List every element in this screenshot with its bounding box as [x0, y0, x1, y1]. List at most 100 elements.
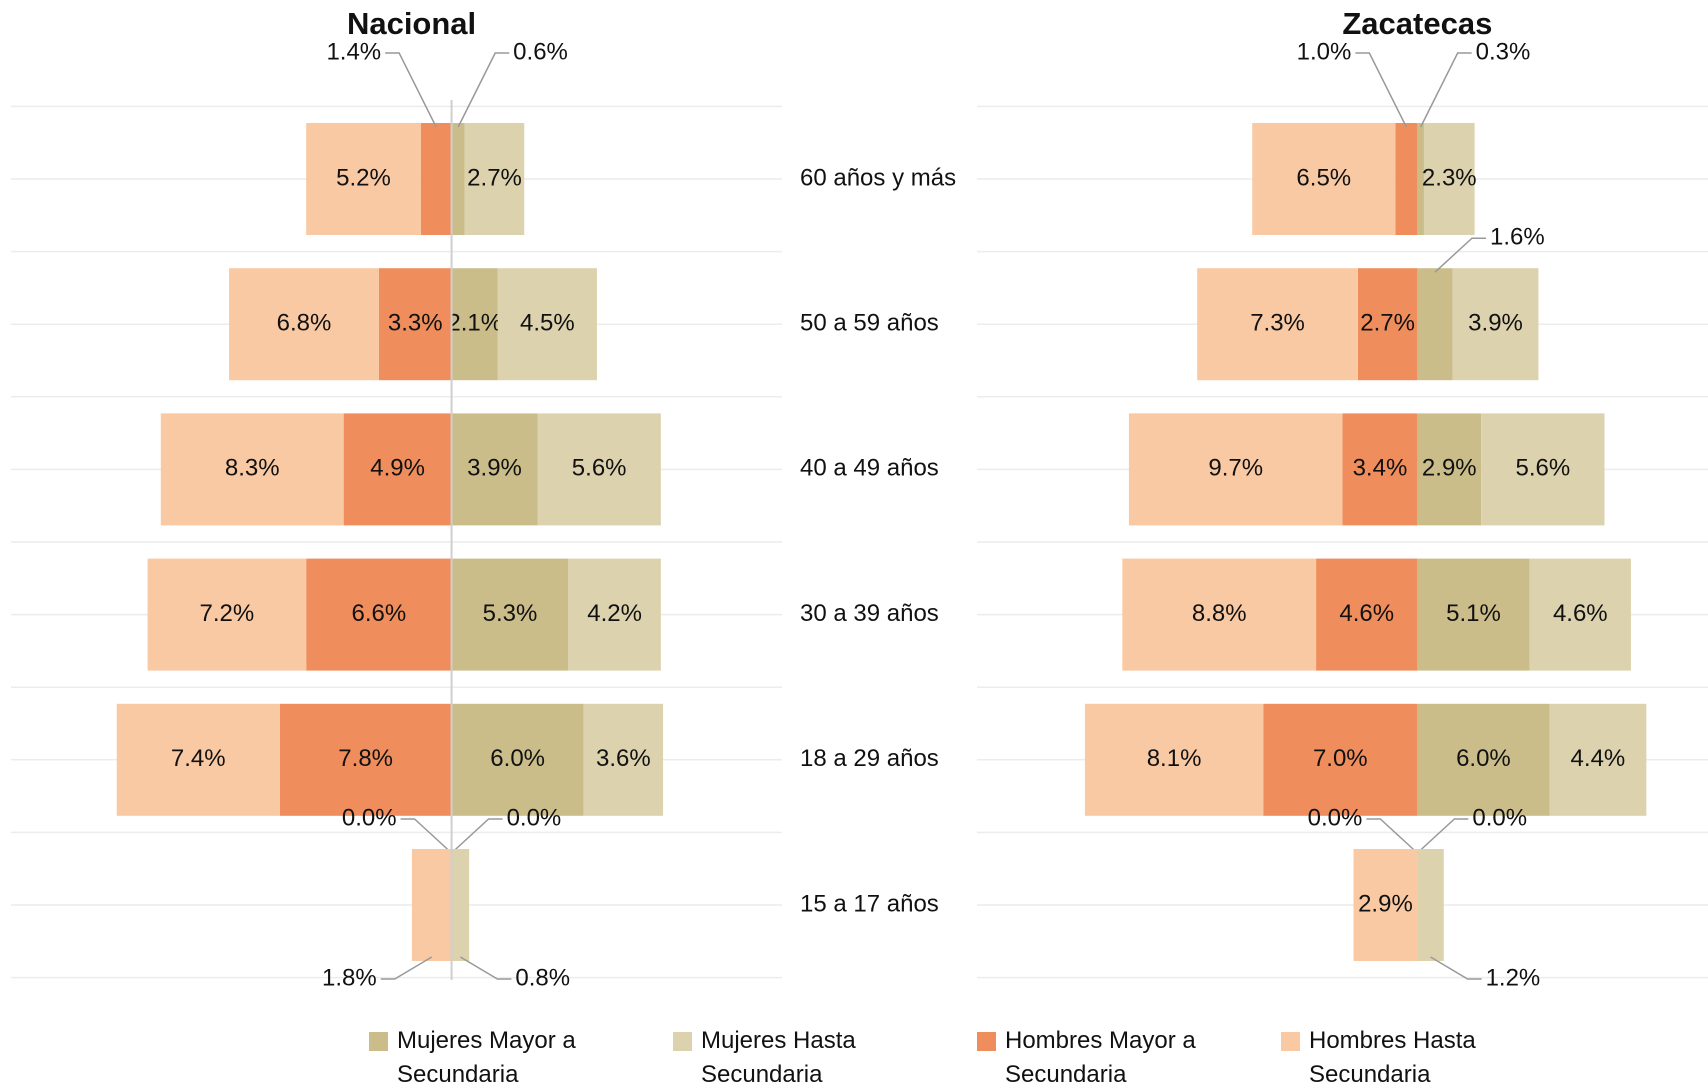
- legend-entry: Hombres Mayor a Secundaria: [977, 1024, 1255, 1089]
- bar: [451, 703, 584, 816]
- bar: [1395, 123, 1418, 235]
- data-label: 6.8%: [277, 310, 332, 337]
- legend-entry: Mujeres Mayor a Secundaria: [369, 1024, 647, 1089]
- data-label: 1.6%: [1490, 224, 1545, 251]
- bar: [1252, 123, 1396, 235]
- legend-label: Mujeres Mayor a Secundaria: [397, 1027, 576, 1088]
- data-label: 0.0%: [507, 804, 562, 831]
- chart-title: Nacional: [347, 6, 476, 41]
- data-label: 0.8%: [515, 964, 570, 991]
- bar: [420, 123, 452, 235]
- leader-line: [451, 818, 503, 854]
- data-label: 7.3%: [1250, 310, 1305, 337]
- data-label: 4.2%: [587, 600, 642, 627]
- legend-label: Hombres Hasta Secundaria: [1309, 1027, 1476, 1088]
- bar: [451, 413, 538, 526]
- bar: [1316, 558, 1418, 671]
- data-label: 6.0%: [1456, 745, 1511, 772]
- leader-line: [1430, 956, 1482, 980]
- bar: [1357, 268, 1418, 381]
- data-label: 1.2%: [1486, 964, 1541, 991]
- data-label: 8.8%: [1192, 600, 1247, 627]
- leader-line: [385, 52, 437, 128]
- bar: [537, 413, 661, 526]
- bar: [378, 268, 452, 381]
- bar: [306, 558, 452, 671]
- data-label: 6.0%: [490, 745, 545, 772]
- data-label: 7.2%: [200, 600, 255, 627]
- data-label: 2.1%: [447, 310, 502, 337]
- data-label: 5.3%: [483, 600, 538, 627]
- bar: [411, 849, 452, 961]
- bar: [1529, 558, 1631, 671]
- bar: [306, 123, 421, 235]
- legend-entry: Hombres Hasta Secundaria: [1281, 1024, 1559, 1089]
- leader-line: [459, 956, 512, 980]
- data-label: 7.0%: [1313, 745, 1368, 772]
- data-label: 0.6%: [513, 38, 568, 65]
- bar: [1128, 413, 1343, 526]
- data-label: 3.3%: [388, 310, 443, 337]
- bar: [279, 703, 452, 816]
- data-label: 2.9%: [1422, 455, 1477, 482]
- bar: [229, 268, 379, 381]
- bar: [464, 123, 525, 235]
- leader-line: [1434, 237, 1486, 273]
- bar: [1263, 703, 1418, 816]
- data-label: 2.3%: [1422, 164, 1477, 191]
- bar: [1417, 558, 1530, 671]
- data-label: 8.1%: [1147, 745, 1202, 772]
- data-label: 1.0%: [1297, 38, 1352, 65]
- bar: [451, 849, 470, 961]
- data-label: 2.7%: [467, 164, 522, 191]
- bar: [451, 123, 465, 235]
- legend-swatch: [673, 1032, 692, 1051]
- bar: [451, 268, 498, 381]
- legend-entry: Mujeres Hasta Secundaria: [673, 1024, 951, 1089]
- data-label: 1.4%: [326, 38, 381, 65]
- category-label: 18 a 29 años: [800, 745, 939, 772]
- data-label: 5.6%: [572, 455, 627, 482]
- data-label: 2.9%: [1358, 890, 1413, 917]
- data-label: 4.6%: [1553, 600, 1608, 627]
- bar: [568, 558, 661, 671]
- bar: [583, 703, 664, 816]
- category-label: 60 años y más: [800, 164, 956, 191]
- leader-line: [380, 956, 433, 980]
- leader-line: [457, 52, 510, 128]
- category-label: 30 a 39 años: [800, 600, 939, 627]
- legend-label: Mujeres Hasta Secundaria: [701, 1027, 856, 1088]
- data-label: 5.1%: [1446, 600, 1501, 627]
- data-label: 5.6%: [1516, 455, 1571, 482]
- bar: [1353, 849, 1418, 961]
- bar: [160, 413, 344, 526]
- bar: [451, 558, 569, 671]
- legend-swatch: [369, 1032, 388, 1051]
- data-label: 3.6%: [596, 745, 651, 772]
- data-label: 4.5%: [520, 310, 575, 337]
- data-label: 9.7%: [1208, 455, 1263, 482]
- bar: [1122, 558, 1317, 671]
- bar: [1417, 849, 1444, 961]
- bar: [1084, 703, 1264, 816]
- data-label: 3.9%: [1468, 310, 1523, 337]
- legend-swatch: [1281, 1032, 1300, 1051]
- leader-line: [1419, 52, 1472, 128]
- data-label: 6.5%: [1296, 164, 1351, 191]
- data-label: 2.7%: [1360, 310, 1415, 337]
- bar: [1549, 703, 1647, 816]
- leader-line: [1416, 818, 1469, 854]
- data-label: 8.3%: [225, 455, 280, 482]
- data-label: 7.4%: [171, 745, 226, 772]
- bar: [1417, 413, 1482, 526]
- category-label: 50 a 59 años: [800, 310, 939, 337]
- bar: [147, 558, 307, 671]
- bar: [116, 703, 280, 816]
- leader-line: [400, 818, 453, 854]
- data-label: 0.3%: [1476, 38, 1531, 65]
- data-label: 4.4%: [1571, 745, 1626, 772]
- category-label: 15 a 17 años: [800, 890, 939, 917]
- bar: [1417, 123, 1424, 235]
